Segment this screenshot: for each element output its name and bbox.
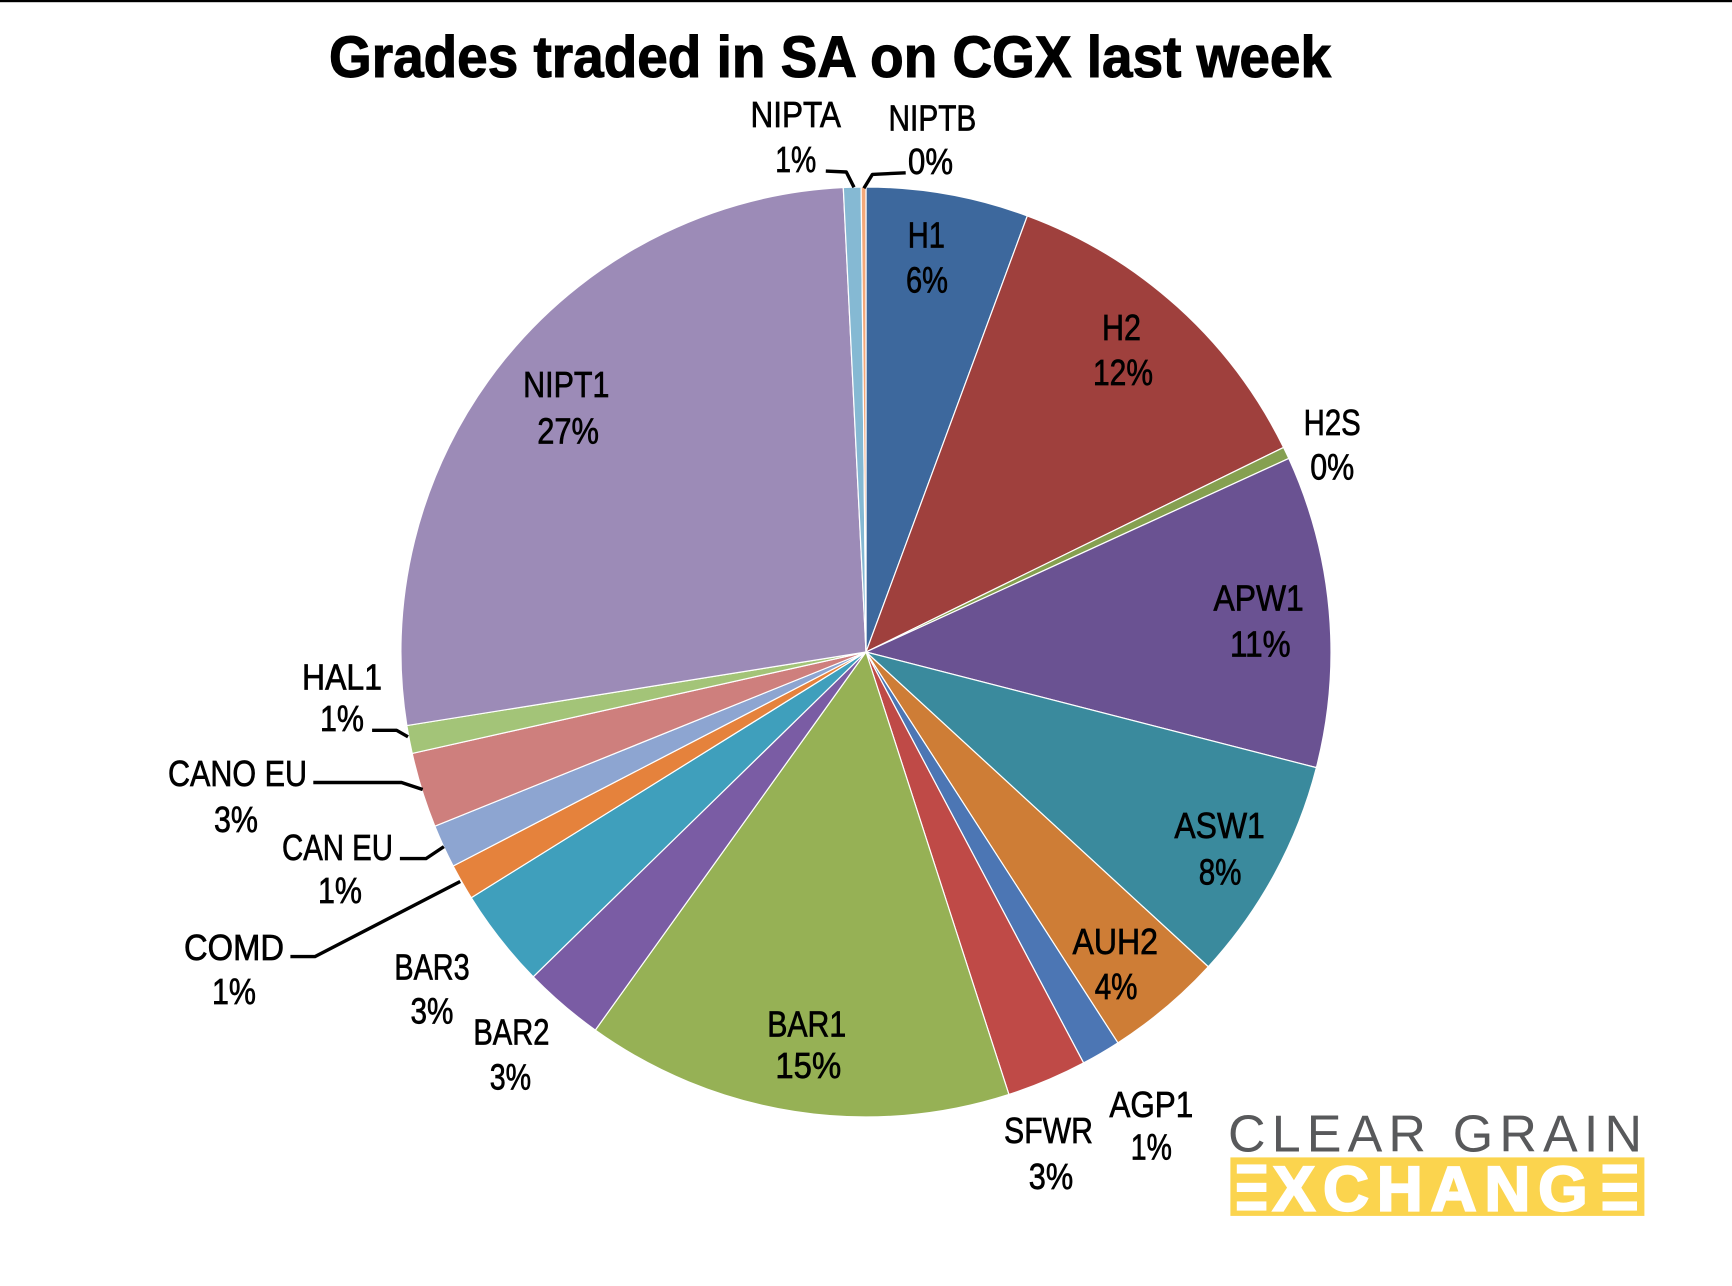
svg-text:1%: 1% xyxy=(775,139,816,180)
svg-text:ASW1: ASW1 xyxy=(1174,805,1264,846)
svg-text:1%: 1% xyxy=(318,870,362,911)
svg-text:1%: 1% xyxy=(212,971,256,1012)
svg-text:15%: 15% xyxy=(775,1045,841,1086)
svg-text:BAR1: BAR1 xyxy=(767,1003,846,1044)
svg-text:Grades traded in SA on CGX las: Grades traded in SA on CGX last week xyxy=(329,25,1332,90)
svg-text:HAL1: HAL1 xyxy=(302,656,382,697)
svg-text:3%: 3% xyxy=(1029,1156,1073,1197)
svg-text:H2S: H2S xyxy=(1304,402,1361,443)
svg-text:H1: H1 xyxy=(908,214,945,255)
svg-text:SFWR: SFWR xyxy=(1004,1110,1093,1151)
svg-text:0%: 0% xyxy=(1310,447,1354,488)
svg-text:3%: 3% xyxy=(214,799,258,840)
svg-text:8%: 8% xyxy=(1199,852,1242,893)
svg-text:1%: 1% xyxy=(1131,1127,1172,1168)
svg-text:1%: 1% xyxy=(320,698,364,739)
svg-text:AUH2: AUH2 xyxy=(1072,921,1158,962)
svg-text:27%: 27% xyxy=(537,410,599,451)
svg-text:12%: 12% xyxy=(1093,352,1153,393)
svg-text:CAN EU: CAN EU xyxy=(282,827,393,868)
svg-text:COMD: COMD xyxy=(184,927,284,968)
svg-text:BAR2: BAR2 xyxy=(473,1011,549,1052)
svg-text:3%: 3% xyxy=(490,1057,531,1098)
svg-text:NIPTB: NIPTB xyxy=(889,98,977,139)
svg-text:NIPTA: NIPTA xyxy=(750,94,841,135)
svg-text:AGP1: AGP1 xyxy=(1109,1084,1193,1125)
svg-text:CANO EU: CANO EU xyxy=(168,753,307,794)
svg-text:4%: 4% xyxy=(1095,966,1138,1007)
svg-text:APW1: APW1 xyxy=(1214,578,1304,619)
svg-text:NIPT1: NIPT1 xyxy=(523,364,609,405)
svg-text:BAR3: BAR3 xyxy=(394,947,469,988)
svg-text:CLEAR GRAIN: CLEAR GRAIN xyxy=(1228,1106,1642,1164)
svg-text:6%: 6% xyxy=(906,259,948,300)
svg-text:H2: H2 xyxy=(1102,307,1141,348)
svg-text:0%: 0% xyxy=(908,141,953,182)
svg-text:11%: 11% xyxy=(1230,624,1291,665)
svg-text:3%: 3% xyxy=(411,991,454,1032)
